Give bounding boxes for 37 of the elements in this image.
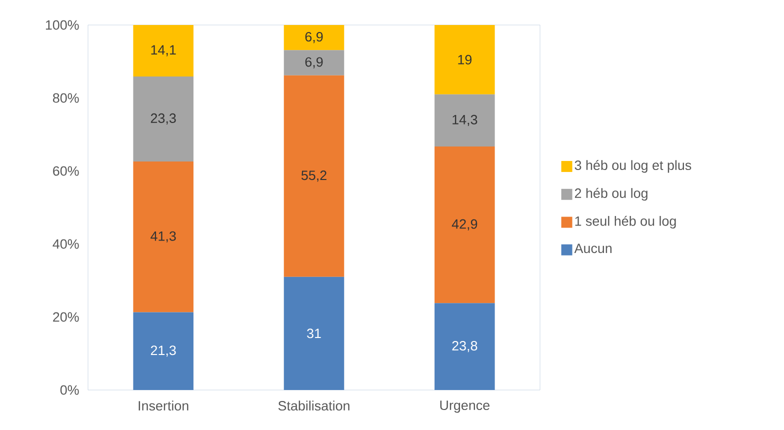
data-label: 42,9: [452, 219, 478, 230]
data-label: 23,8: [452, 341, 478, 352]
data-label: 6,9: [305, 57, 323, 68]
bar: [434, 146, 495, 304]
bar: [284, 75, 344, 277]
bar: [133, 312, 194, 390]
legend-label: 3 héb ou log et plus: [574, 160, 692, 173]
legend-label: Aucun: [574, 244, 612, 254]
y-tick-label: 0%: [60, 385, 79, 395]
data-label: 41,3: [150, 231, 176, 242]
x-tick-label: Stabilisation: [278, 400, 350, 411]
bar: [133, 24, 194, 76]
data-label: 19: [458, 54, 472, 64]
x-tick-label: Urgence: [440, 400, 490, 413]
data-label: 6,9: [305, 32, 323, 44]
data-label: 31: [307, 328, 321, 338]
data-label: 14,3: [452, 114, 478, 126]
bar: [284, 276, 344, 390]
y-tick-label: 80%: [52, 93, 79, 103]
bar: [284, 50, 344, 76]
bar: [434, 94, 495, 147]
y-tick-label: 40%: [52, 239, 79, 249]
x-tick-label: Insertion: [138, 400, 188, 411]
data-label: 55,2: [301, 170, 326, 182]
bar: [434, 24, 495, 94]
bar: [284, 24, 344, 50]
y-tick-label: 100%: [46, 20, 79, 30]
y-tick-label: 20%: [53, 312, 79, 322]
bar: [133, 76, 194, 162]
bar: [434, 303, 495, 390]
bar: [133, 162, 194, 312]
y-tick-label: 60%: [53, 166, 79, 176]
data-label: 21,3: [150, 346, 176, 357]
legend-label: 2 héb ou log: [574, 188, 648, 201]
data-label: 23,3: [150, 113, 176, 125]
data-label: 14,1: [151, 45, 176, 56]
legend-label: 1 seul héb ou log: [575, 216, 676, 229]
